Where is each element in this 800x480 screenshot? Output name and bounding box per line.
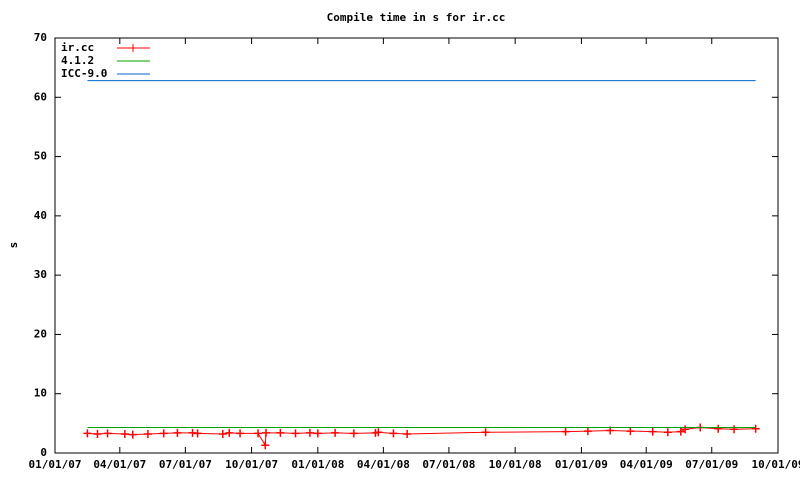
plot-frame — [54, 37, 779, 454]
point-marker — [663, 428, 672, 437]
point-marker — [648, 427, 657, 436]
chart-title: Compile time in s for ir.cc — [327, 11, 506, 24]
legend-label: ir.cc — [61, 41, 94, 54]
point-marker — [173, 428, 182, 437]
legend-label: ICC-9.0 — [61, 67, 107, 80]
x-tick-label: 10/01/07 — [225, 458, 278, 471]
point-marker — [714, 424, 723, 433]
x-tick-label: 04/01/09 — [620, 458, 673, 471]
y-tick-label: 70 — [34, 31, 47, 44]
y-tick-label: 0 — [40, 446, 47, 459]
point-marker — [331, 428, 340, 437]
point-marker — [193, 429, 202, 438]
point-marker — [225, 428, 234, 437]
point-marker — [305, 428, 314, 437]
point-marker — [374, 428, 383, 437]
point-marker — [751, 424, 760, 433]
point-marker — [218, 430, 227, 439]
point-marker — [159, 429, 168, 438]
y-axis-label: s — [7, 242, 20, 249]
point-marker — [481, 428, 490, 437]
point-marker — [276, 428, 285, 437]
x-tick-label: 10/01/09 — [752, 458, 800, 471]
point-marker — [143, 430, 152, 439]
point-marker — [120, 430, 129, 439]
point-marker — [93, 430, 102, 439]
x-tick-label: 07/01/08 — [422, 458, 475, 471]
x-tick-label: 01/01/07 — [29, 458, 82, 471]
point-marker — [291, 429, 300, 438]
y-tick-label: 60 — [34, 90, 47, 103]
point-marker — [83, 429, 92, 438]
x-tick-label: 04/01/07 — [93, 458, 146, 471]
y-tick-label: 20 — [34, 327, 47, 340]
point-marker — [676, 427, 685, 436]
point-marker — [561, 427, 570, 436]
point-marker — [403, 430, 412, 439]
point-marker — [626, 427, 635, 436]
point-marker — [681, 425, 690, 434]
x-tick-label: 10/01/08 — [489, 458, 542, 471]
series-line — [87, 427, 756, 447]
point-marker — [389, 429, 398, 438]
x-tick-label: 01/01/08 — [291, 458, 344, 471]
point-marker — [236, 429, 245, 438]
legend-label: 4.1.2 — [61, 54, 94, 67]
point-marker — [103, 429, 112, 438]
point-marker — [261, 441, 270, 450]
x-tick-label: 01/01/09 — [555, 458, 608, 471]
y-tick-label: 40 — [34, 209, 47, 222]
point-marker — [349, 429, 358, 438]
point-marker — [730, 425, 739, 434]
y-tick-label: 10 — [34, 387, 47, 400]
y-tick-label: 50 — [34, 150, 47, 163]
y-tick-label: 30 — [34, 268, 47, 281]
point-marker — [128, 430, 137, 439]
x-tick-label: 04/01/08 — [357, 458, 410, 471]
x-tick-label: 07/01/09 — [685, 458, 738, 471]
point-marker — [254, 429, 263, 438]
point-marker — [583, 427, 592, 436]
point-marker — [261, 428, 270, 437]
x-tick-label: 07/01/07 — [159, 458, 212, 471]
point-marker — [313, 429, 322, 438]
